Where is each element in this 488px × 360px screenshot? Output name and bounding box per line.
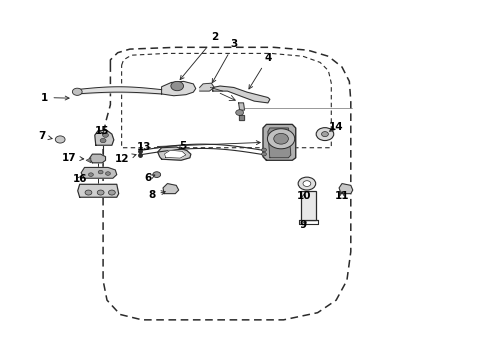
Polygon shape [158, 147, 190, 160]
Text: 12: 12 [114, 154, 136, 164]
Circle shape [298, 177, 315, 190]
Text: 14: 14 [328, 122, 343, 132]
Circle shape [261, 152, 266, 156]
Circle shape [55, 136, 65, 143]
Polygon shape [267, 128, 290, 158]
Polygon shape [199, 83, 214, 91]
Polygon shape [238, 103, 244, 110]
Text: 9: 9 [299, 220, 306, 230]
Text: 7: 7 [38, 131, 52, 141]
Text: 13: 13 [137, 141, 260, 152]
Circle shape [102, 133, 108, 137]
Polygon shape [78, 184, 119, 197]
Text: 2: 2 [180, 32, 219, 80]
Circle shape [108, 190, 115, 195]
Polygon shape [86, 158, 91, 163]
Polygon shape [164, 150, 185, 158]
Circle shape [153, 172, 160, 177]
Polygon shape [95, 131, 114, 145]
Polygon shape [163, 184, 178, 194]
Circle shape [303, 181, 310, 186]
Circle shape [100, 138, 106, 143]
Polygon shape [238, 116, 244, 120]
Circle shape [321, 132, 328, 136]
Text: 15: 15 [95, 126, 109, 135]
Circle shape [235, 110, 243, 116]
Circle shape [316, 128, 333, 140]
Text: 6: 6 [144, 173, 155, 183]
Polygon shape [89, 154, 105, 163]
Circle shape [88, 173, 93, 176]
Circle shape [85, 190, 92, 195]
Text: 3: 3 [212, 40, 237, 83]
Polygon shape [338, 184, 352, 194]
Polygon shape [81, 167, 117, 178]
Circle shape [273, 134, 288, 144]
Circle shape [267, 129, 294, 149]
Circle shape [72, 88, 82, 95]
Circle shape [261, 148, 266, 152]
Circle shape [97, 190, 104, 195]
Text: 10: 10 [296, 191, 310, 201]
Text: 16: 16 [72, 174, 87, 184]
Text: 1: 1 [41, 93, 69, 103]
Text: 4: 4 [248, 53, 271, 89]
Circle shape [105, 172, 110, 175]
Polygon shape [212, 86, 269, 103]
Text: 17: 17 [61, 153, 83, 163]
Text: 5: 5 [179, 141, 186, 151]
Circle shape [98, 170, 103, 174]
Polygon shape [161, 81, 195, 96]
Text: 8: 8 [148, 190, 165, 200]
Text: 11: 11 [334, 191, 348, 201]
Polygon shape [263, 125, 295, 160]
Circle shape [170, 81, 183, 91]
FancyBboxPatch shape [300, 191, 316, 220]
